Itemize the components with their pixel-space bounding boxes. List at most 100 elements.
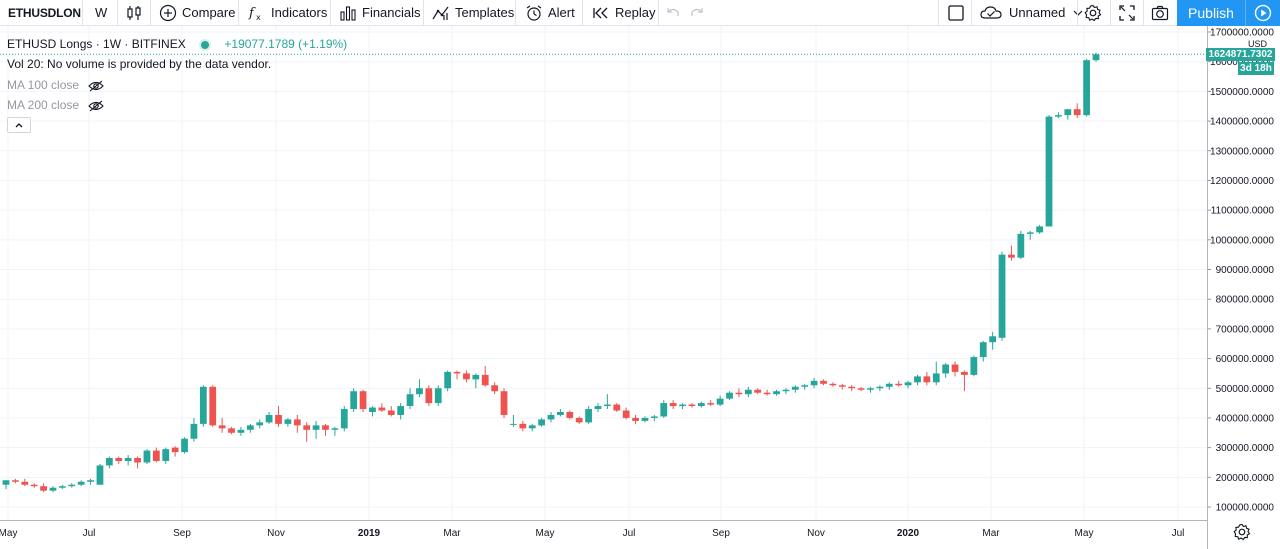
publish-divider xyxy=(1245,0,1246,26)
fullscreen-button[interactable] xyxy=(1118,0,1141,25)
layout-name: Unnamed xyxy=(1009,5,1066,20)
candle-body xyxy=(387,410,395,415)
bar-chart-icon xyxy=(339,4,357,22)
toolbar-divider xyxy=(330,0,331,25)
candle-body xyxy=(1083,60,1090,116)
symbol-label: ETHUSDLON xyxy=(8,5,81,20)
candle-body xyxy=(312,425,320,430)
price-chart[interactable]: 1700000.00001600000.00001500000.00001400… xyxy=(0,26,1280,549)
templates-button[interactable]: Templates xyxy=(432,0,514,25)
candle-body xyxy=(970,357,978,375)
candle-body xyxy=(923,376,931,383)
candle-body xyxy=(951,364,959,372)
price-axis-label: 600000.0000 xyxy=(1216,354,1275,365)
candle-body xyxy=(171,447,179,453)
fullscreen-layout-toggle[interactable] xyxy=(947,0,970,25)
last-price-label: 1624871.7302 xyxy=(1206,48,1275,62)
gear-icon xyxy=(1084,4,1102,22)
templates-label: Templates xyxy=(455,5,515,20)
candle-body xyxy=(293,419,301,426)
candle-body xyxy=(1036,226,1044,233)
redo-icon xyxy=(688,4,706,22)
candle-body xyxy=(1055,115,1062,117)
price-axis-labels: 1700000.00001600000.00001500000.00001400… xyxy=(1210,28,1274,514)
candle-body xyxy=(181,438,188,453)
settings-button[interactable] xyxy=(1084,0,1107,25)
chart-settings-gear-icon[interactable] xyxy=(1233,523,1251,541)
candle-body xyxy=(660,403,668,417)
templates-icon xyxy=(432,4,450,22)
candle-body xyxy=(942,364,950,374)
chevron-down-icon xyxy=(1073,4,1083,22)
candle-body xyxy=(622,410,630,418)
candles xyxy=(2,52,1100,493)
bar-countdown-label: 3d 18h xyxy=(1238,62,1274,76)
candle-body xyxy=(30,484,38,487)
time-axis-label: Mar xyxy=(443,528,461,539)
candle-body xyxy=(829,383,837,386)
price-axis-label: 1500000.0000 xyxy=(1210,87,1274,98)
price-axis-label: 1300000.0000 xyxy=(1210,146,1274,157)
candle-body xyxy=(416,388,423,395)
svg-text:x: x xyxy=(256,13,261,22)
candle-body xyxy=(265,414,273,423)
candle-body xyxy=(538,419,545,426)
time-axis-label: Nov xyxy=(267,528,285,539)
candle-body xyxy=(87,480,94,482)
hidden-eye-icon[interactable] xyxy=(88,100,105,112)
candle-body xyxy=(453,371,461,374)
candle-body xyxy=(575,417,583,423)
snapshot-button[interactable] xyxy=(1151,0,1174,25)
alert-button[interactable]: Alert xyxy=(525,0,575,25)
candle-body xyxy=(425,388,433,404)
price-axis-label: 1200000.0000 xyxy=(1210,176,1274,187)
candle-body xyxy=(331,428,339,430)
series-title[interactable]: ETHUSD Longs · 1W · BITFINEX xyxy=(7,37,186,51)
candle-body xyxy=(2,480,10,485)
time-axis-label: Jul xyxy=(623,528,636,539)
candle-body xyxy=(895,383,903,386)
candle-body xyxy=(246,425,254,430)
candle-body xyxy=(1017,233,1025,258)
ma100-legend[interactable]: MA 100 close xyxy=(7,78,105,92)
symbol-search-button[interactable]: ETHUSDLON xyxy=(8,0,81,25)
compare-button[interactable]: Compare xyxy=(159,0,235,25)
alert-label: Alert xyxy=(548,5,575,20)
replay-button[interactable]: Replay xyxy=(592,0,655,25)
legend-collapse-button[interactable] xyxy=(7,117,31,133)
candle-body xyxy=(1073,109,1081,116)
plus-circle-icon xyxy=(159,4,177,22)
publish-button[interactable]: Publish xyxy=(1177,0,1280,26)
market-status-dot[interactable] xyxy=(199,38,212,51)
candle-body xyxy=(190,423,198,439)
expand-icon xyxy=(1118,4,1136,22)
layout-menu-button[interactable]: Unnamed xyxy=(980,0,1088,25)
ma200-legend[interactable]: MA 200 close xyxy=(7,98,105,112)
candle-body xyxy=(979,342,987,358)
candle-body xyxy=(528,425,536,429)
candle-body xyxy=(697,403,705,407)
redo-button[interactable] xyxy=(688,0,711,25)
compare-label: Compare xyxy=(182,5,236,20)
volume-note[interactable]: Vol 20: No volume is provided by the dat… xyxy=(7,57,272,71)
price-axis-label: 100000.0000 xyxy=(1216,503,1275,514)
candle-body xyxy=(500,391,508,415)
candle-body xyxy=(105,458,113,466)
publish-menu-button[interactable] xyxy=(1246,4,1280,22)
candle-body xyxy=(932,373,940,383)
series-legend: ETHUSD Longs · 1W · BITFINEX +19077.1789… xyxy=(7,37,347,51)
financials-button[interactable]: Financials xyxy=(339,0,421,25)
undo-button[interactable] xyxy=(664,0,687,25)
hidden-eye-icon[interactable] xyxy=(88,80,105,92)
replay-label: Replay xyxy=(615,5,656,20)
candle-body xyxy=(434,388,442,404)
candle-body xyxy=(782,389,790,392)
ma200-label: MA 200 close xyxy=(7,98,80,112)
candle-body xyxy=(463,373,470,380)
interval-button[interactable]: W xyxy=(95,0,107,25)
candle-body xyxy=(557,412,564,415)
chart-style-button[interactable] xyxy=(125,0,148,25)
